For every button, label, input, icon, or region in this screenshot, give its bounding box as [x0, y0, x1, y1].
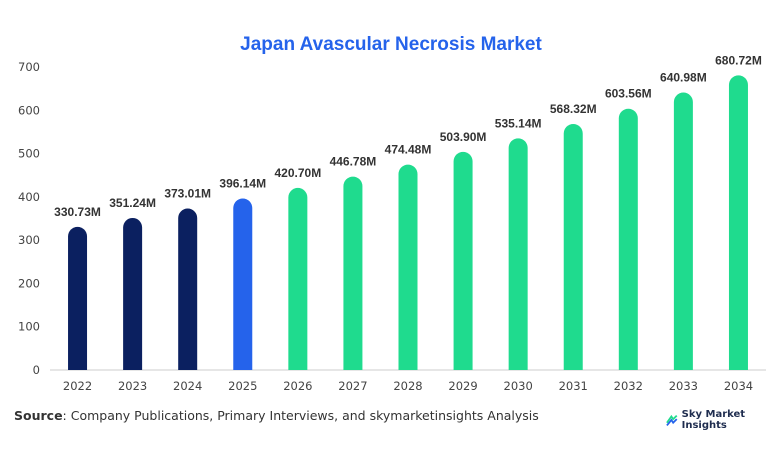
x-tick-label: 2031	[559, 379, 588, 393]
bar-2024	[178, 208, 198, 370]
source-label: Source	[14, 408, 63, 423]
value-label-2023: 351.24M	[109, 196, 156, 210]
value-label-2033: 640.98M	[660, 71, 707, 85]
y-tick-label: 500	[18, 147, 40, 161]
value-label-2027: 446.78M	[330, 155, 377, 169]
y-tick-label: 700	[18, 60, 40, 74]
x-tick-label: 2034	[724, 379, 753, 393]
x-tick-label: 2025	[228, 379, 257, 393]
x-axis: 2022 2023 2024 2025 2026 2027 2028 2029 2030 2031…	[50, 369, 766, 393]
brand-logo: Sky Market Insights	[666, 409, 782, 431]
bar-2026	[288, 187, 308, 370]
bar-2023	[123, 217, 143, 370]
bar-2027	[343, 176, 363, 370]
y-tick-label: 200	[18, 276, 40, 290]
value-label-2024: 373.01M	[164, 187, 211, 201]
x-tick-label: 2024	[173, 379, 202, 393]
bar-2032	[618, 108, 638, 370]
y-tick-label: 300	[18, 233, 40, 247]
bars	[68, 75, 748, 371]
y-tick-label: 100	[18, 320, 40, 334]
value-label-2030: 535.14M	[495, 116, 542, 130]
x-tick-label: 2027	[338, 379, 367, 393]
source-text: : Company Publications, Primary Intervie…	[62, 408, 539, 423]
bar-2028	[398, 164, 418, 370]
bar-2030	[508, 138, 528, 370]
x-tick-label: 2026	[283, 379, 312, 393]
bar-2022	[68, 226, 88, 370]
bar-2034	[728, 75, 748, 371]
value-labels: 330.73M 351.24M 373.01M 396.14M 420.70M 446.7…	[54, 53, 762, 218]
value-label-2028: 474.48M	[385, 143, 432, 157]
brand-name: Sky Market Insights	[681, 409, 746, 431]
value-label-2029: 503.90M	[440, 130, 487, 144]
y-axis: 0 100 200 300 400 500 600 700	[18, 60, 40, 377]
y-tick-label: 0	[33, 363, 40, 377]
x-tick-label: 2028	[393, 379, 422, 393]
bar-chart: Japan Avascular Necrosis Market 0 100 200 3…	[18, 34, 766, 393]
source-note: Source: Company Publications, Primary In…	[14, 408, 539, 423]
x-tick-label: 2032	[614, 379, 643, 393]
chart-title: Japan Avascular Necrosis Market	[240, 34, 542, 55]
sky-market-insights-logo-icon	[666, 414, 678, 426]
y-tick-label: 600	[18, 103, 40, 117]
x-tick-label: 2030	[504, 379, 533, 393]
bar-2029	[453, 151, 473, 370]
x-tick-label: 2023	[118, 379, 147, 393]
bar-2031	[563, 123, 583, 370]
value-label-2026: 420.70M	[274, 166, 321, 180]
bar-2025	[233, 198, 253, 370]
value-label-2022: 330.73M	[54, 205, 101, 219]
y-tick-label: 400	[18, 190, 40, 204]
value-label-2025: 396.14M	[219, 177, 266, 191]
value-label-2034: 680.72M	[715, 53, 762, 67]
x-tick-label: 2033	[669, 379, 698, 393]
x-tick-label: 2029	[448, 379, 477, 393]
bar-2033	[673, 92, 693, 370]
value-label-2031: 568.32M	[550, 102, 597, 116]
value-label-2032: 603.56M	[605, 87, 652, 101]
x-tick-label: 2022	[63, 379, 92, 393]
